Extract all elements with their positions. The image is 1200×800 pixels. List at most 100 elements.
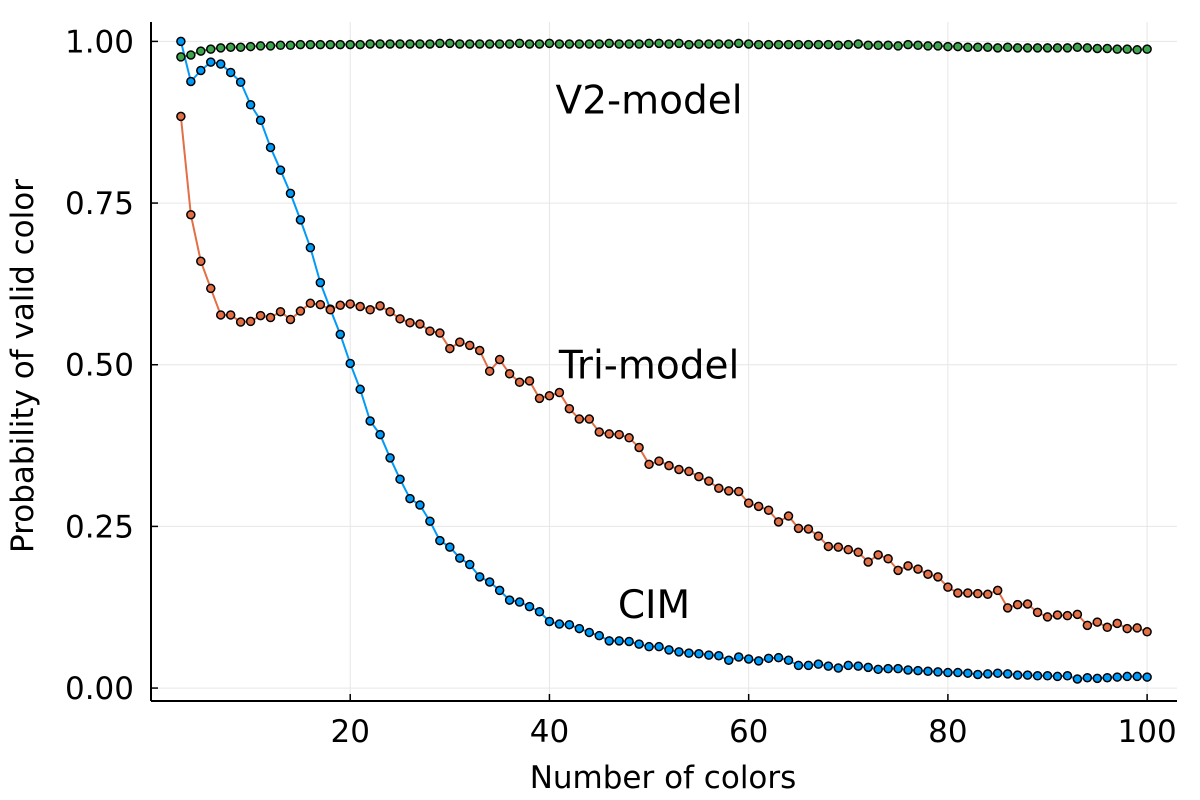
data-point-cim: [245, 100, 256, 110]
data-point-v2-model: [654, 38, 664, 49]
data-point-cim: [564, 619, 575, 630]
data-point-cim: [793, 660, 804, 671]
data-point-tri-model: [1092, 617, 1103, 627]
data-point-tri-model: [544, 391, 555, 401]
data-point-tri-model: [1052, 610, 1063, 620]
data-point-v2-model: [843, 39, 854, 50]
data-point-tri-model: [982, 589, 993, 600]
data-point-v2-model: [624, 39, 634, 49]
data-point-tri-model: [963, 588, 973, 598]
data-point-cim: [982, 669, 993, 679]
data-point-cim: [773, 652, 784, 663]
data-point-cim: [1092, 673, 1103, 684]
data-point-tri-model: [504, 369, 515, 379]
data-point-tri-model: [255, 310, 266, 321]
data-point-v2-model: [1092, 43, 1103, 54]
data-point-v2-model: [614, 39, 624, 49]
data-point-cim: [295, 215, 306, 225]
data-point-cim: [1022, 670, 1033, 680]
data-point-v2-model: [235, 42, 246, 52]
data-point-v2-model: [1052, 43, 1063, 53]
data-point-cim: [554, 619, 565, 629]
data-point-cim: [823, 661, 834, 671]
data-point-cim: [723, 655, 734, 666]
data-point-tri-model: [644, 459, 654, 470]
data-point-tri-model: [1082, 620, 1093, 631]
x-tick-label: 100: [1118, 714, 1177, 750]
data-point-cim: [992, 668, 1003, 678]
data-point-tri-model: [514, 377, 525, 387]
data-point-v2-model: [873, 40, 883, 51]
data-point-cim: [624, 636, 634, 647]
data-point-tri-model: [694, 471, 704, 482]
data-point-v2-model: [644, 38, 654, 49]
data-point-v2-model: [445, 38, 455, 49]
data-point-cim: [474, 572, 485, 582]
data-point-tri-model: [564, 403, 575, 414]
data-point-v2-model: [335, 39, 346, 50]
data-point-tri-model: [275, 306, 286, 317]
data-point-cim: [1142, 672, 1152, 682]
data-point-cim: [215, 59, 226, 69]
data-point-tri-model: [863, 557, 873, 567]
data-point-cim: [355, 384, 365, 395]
data-point-tri-model: [723, 486, 734, 496]
data-point-cim: [415, 500, 425, 510]
data-point-cim: [534, 607, 545, 617]
data-point-v2-model: [1022, 43, 1033, 53]
data-point-v2-model: [863, 40, 873, 51]
data-point-v2-model: [1122, 44, 1132, 54]
data-point-v2-model: [903, 39, 913, 50]
data-point-tri-model: [853, 547, 863, 558]
data-point-cim: [265, 142, 276, 153]
data-point-v2-model: [474, 39, 485, 49]
data-point-tri-model: [1002, 603, 1013, 613]
data-point-v2-model: [544, 38, 555, 49]
data-point-tri-model: [554, 387, 565, 398]
data-point-v2-model: [554, 39, 565, 49]
data-point-v2-model: [534, 39, 545, 49]
data-point-v2-model: [1102, 43, 1113, 54]
data-point-v2-model: [425, 39, 435, 49]
data-point-cim: [365, 416, 375, 426]
data-point-tri-model: [1142, 627, 1152, 637]
data-point-tri-model: [1132, 623, 1142, 633]
data-point-v2-model: [733, 38, 744, 49]
data-point-cim: [1042, 671, 1053, 681]
data-point-v2-model: [674, 38, 684, 49]
data-point-v2-model: [305, 39, 316, 50]
data-point-v2-model: [793, 39, 804, 50]
data-point-cim: [753, 656, 764, 666]
data-point-v2-model: [395, 39, 405, 49]
data-point-v2-model: [574, 39, 585, 49]
data-point-v2-model: [913, 40, 923, 51]
data-point-tri-model: [873, 550, 883, 560]
data-point-v2-model: [584, 39, 595, 49]
data-point-cim: [763, 653, 774, 664]
data-point-v2-model: [225, 42, 236, 52]
data-point-cim: [176, 36, 186, 47]
data-point-cim: [843, 660, 854, 671]
data-point-tri-model: [594, 427, 605, 437]
data-point-v2-model: [285, 40, 296, 51]
data-point-tri-model: [365, 305, 375, 315]
annotation-tri-model: Tri-model: [558, 344, 739, 389]
data-point-v2-model: [704, 39, 714, 49]
x-tick-label: 60: [729, 714, 768, 750]
data-point-cim: [1002, 669, 1013, 679]
data-point-tri-model: [375, 301, 385, 311]
data-point-v2-model: [245, 41, 256, 52]
data-point-v2-model: [714, 39, 724, 49]
data-point-tri-model: [176, 111, 186, 122]
data-point-cim: [186, 76, 196, 87]
data-point-v2-model: [982, 42, 993, 52]
data-point-cim: [196, 65, 206, 76]
data-point-cim: [714, 650, 724, 661]
data-point-tri-model: [584, 414, 595, 424]
data-point-tri-model: [664, 460, 674, 471]
data-point-tri-model: [1122, 623, 1132, 634]
data-point-tri-model: [206, 283, 216, 294]
data-point-tri-model: [405, 317, 415, 328]
x-axis-title: Number of colors: [530, 760, 797, 796]
data-point-tri-model: [1012, 599, 1023, 610]
